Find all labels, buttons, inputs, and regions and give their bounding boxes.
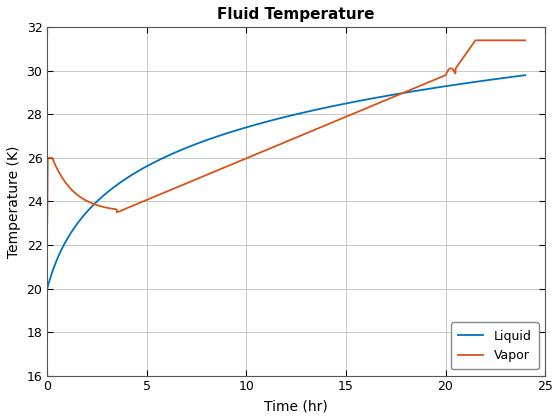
Liquid <box>68 229 75 234</box>
X-axis label: Time (hr): Time (hr) <box>264 399 328 413</box>
Legend: Liquid, Vapor: Liquid, Vapor <box>451 322 539 369</box>
Vapor <box>472 38 479 43</box>
Title: Fluid Temperature: Fluid Temperature <box>217 7 375 22</box>
Vapor <box>167 188 174 193</box>
Y-axis label: Temperature (K): Temperature (K) <box>7 145 21 257</box>
Liquid <box>508 74 515 79</box>
Vapor <box>508 38 515 43</box>
Liquid <box>508 74 515 79</box>
Vapor <box>497 38 503 43</box>
Liquid <box>276 116 283 121</box>
Liquid <box>420 87 427 92</box>
Vapor <box>136 201 142 206</box>
Vapor <box>522 38 529 43</box>
Vapor <box>394 93 400 98</box>
Line: Vapor: Vapor <box>47 40 525 223</box>
Vapor <box>44 221 50 226</box>
Liquid <box>522 73 529 78</box>
Liquid <box>44 286 50 291</box>
Vapor <box>493 38 500 43</box>
Line: Liquid: Liquid <box>47 75 525 289</box>
Liquid <box>264 119 270 124</box>
